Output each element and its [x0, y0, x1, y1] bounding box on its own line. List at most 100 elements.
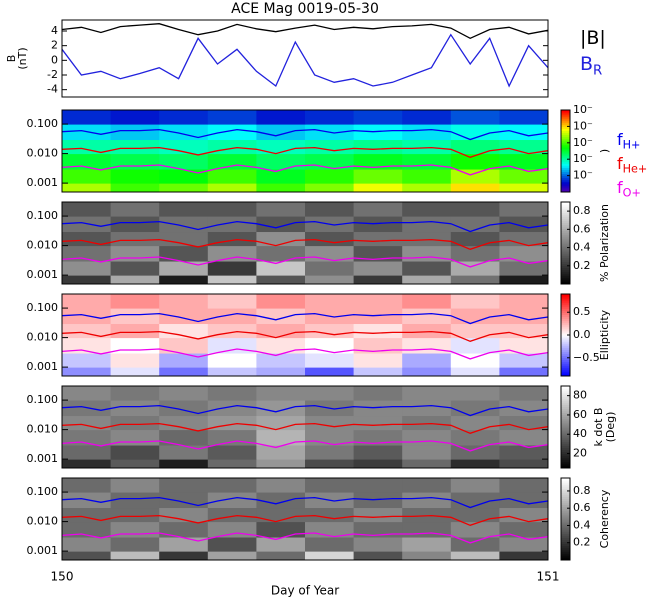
colorbar-step [561, 247, 570, 250]
heatmap-cell [402, 139, 452, 155]
colorbar-step [561, 159, 570, 162]
heatmap-cell [207, 353, 257, 368]
colorbar-step [561, 130, 570, 134]
series-line [61, 422, 549, 434]
heatmap-cell [305, 459, 355, 469]
x-tick-label: 151 [537, 570, 560, 584]
colorbar-step [561, 347, 570, 350]
heatmap-cell [450, 245, 500, 262]
colorbar-step [561, 171, 570, 175]
heatmap-cell [402, 202, 452, 217]
heatmap-cell [450, 337, 500, 354]
heatmap-cell [499, 275, 549, 285]
series-line [61, 220, 549, 233]
colorbar-step [561, 314, 570, 318]
heatmap-cell [499, 294, 549, 309]
colorbar-step [561, 529, 570, 532]
colorbar-step [561, 249, 570, 252]
colorbar-tick-label: 0.4 [573, 518, 591, 531]
colorbar-tick-label: 40 [573, 427, 587, 440]
legend-entry: |B| [580, 27, 606, 49]
heatmap-cell [110, 429, 160, 446]
heatmap-cell [62, 294, 112, 309]
y-tick-label: 0 [51, 53, 58, 66]
colorbar-step [561, 232, 570, 236]
colorbar-step [561, 482, 570, 485]
colorbar-step [561, 361, 570, 365]
series-line [61, 532, 549, 544]
colorbar-step [561, 179, 570, 183]
heatmap-cell [402, 110, 452, 125]
heatmap-cell [62, 353, 112, 368]
colorbar-tick-label: 0.2 [573, 259, 591, 272]
heatmap-cell [159, 386, 209, 401]
y-tick-label: 0.100 [27, 393, 59, 406]
heatmap-cell [256, 415, 306, 431]
heatmap-cell [450, 153, 500, 170]
heatmap-cell [110, 183, 160, 193]
series-line [61, 128, 549, 141]
colorbar-step [561, 136, 570, 140]
heatmap-cell [62, 245, 112, 262]
heatmap-cell [450, 459, 500, 469]
heatmap-cell [159, 183, 209, 193]
colorbar-step [561, 224, 570, 228]
colorbar-tick-label: 10⁻ [573, 119, 593, 132]
heatmap-cell [159, 153, 209, 170]
colorbar-step [561, 316, 570, 320]
colorbar-step [561, 155, 570, 158]
colorbar-step [561, 144, 570, 148]
heatmap-cell [256, 110, 306, 125]
colorbar-step [561, 218, 570, 221]
colorbar-step [561, 181, 570, 185]
colorbar-step [561, 257, 570, 260]
heatmap-cell [159, 337, 209, 354]
heatmap-cell [402, 459, 452, 469]
colorbar-step [561, 492, 570, 495]
colorbar-step [561, 386, 570, 389]
heatmap-cell [499, 139, 549, 155]
heatmap-cell [402, 353, 452, 368]
plot-frame [61, 477, 549, 561]
heatmap-cell [62, 231, 112, 247]
heatmap-cell [256, 367, 306, 377]
heatmap-cell [207, 459, 257, 469]
heatmap-cell [256, 202, 306, 217]
heatmap-cell [353, 110, 403, 125]
heatmap-cell [499, 245, 549, 262]
heatmap-cell [499, 415, 549, 431]
series-line [61, 514, 549, 526]
heatmap-cell [256, 521, 306, 538]
colorbar-step [561, 465, 570, 469]
heatmap-cell [353, 139, 403, 155]
colorbar-tick-label: −0.5 [573, 351, 600, 364]
colorbar-step [561, 494, 570, 497]
heatmap-cell [159, 124, 209, 141]
heatmap-cell [305, 110, 355, 125]
colorbar-step [561, 451, 570, 455]
heatmap-cell [256, 231, 306, 247]
heatmap-cell [305, 353, 355, 368]
colorbar-tick-label: 20 [573, 447, 587, 460]
colorbar-step [561, 330, 570, 334]
colorbar-step [561, 243, 570, 246]
heatmap-cell [353, 478, 403, 493]
heatmap-cell [256, 153, 306, 170]
colorbar-step [561, 189, 570, 193]
heatmap-cell [450, 415, 500, 431]
y-tick-label: -4 [47, 83, 58, 96]
colorbar-step [561, 165, 570, 168]
heatmap-cell [207, 261, 257, 276]
colorbar-step [561, 328, 570, 332]
heatmap-cell [499, 521, 549, 538]
colorbar-step [561, 245, 570, 248]
heatmap-cell [256, 386, 306, 401]
colorbar-step [561, 424, 570, 428]
colorbar-step [561, 230, 570, 234]
colorbar-step [561, 177, 570, 181]
heatmap-cell [110, 139, 160, 155]
colorbar-step [561, 140, 570, 144]
heatmap-cell [110, 275, 160, 285]
colorbar-step [561, 326, 570, 330]
colorbar-step [561, 410, 570, 414]
